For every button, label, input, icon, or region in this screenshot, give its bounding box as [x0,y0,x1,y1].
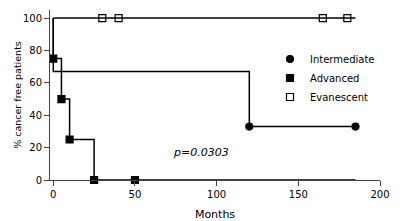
svg-text:100: 100 [207,189,226,200]
svg-text:0: 0 [36,175,42,186]
svg-text:80: 80 [29,45,42,56]
svg-text:60: 60 [29,77,42,88]
svg-text:% cancer free patients: % cancer free patients [12,41,23,149]
svg-text:200: 200 [370,189,389,200]
svg-text:150: 150 [289,189,308,200]
svg-text:20: 20 [29,142,42,153]
svg-text:p=0.0303: p=0.0303 [173,146,229,159]
svg-text:Advanced: Advanced [310,73,359,84]
svg-text:Evanescent: Evanescent [310,92,368,103]
svg-text:Months: Months [195,208,235,221]
svg-text:0: 0 [50,189,56,200]
svg-text:50: 50 [129,189,142,200]
svg-text:100: 100 [23,13,42,24]
svg-text:Intermediate: Intermediate [310,54,375,65]
svg-text:40: 40 [29,110,42,121]
